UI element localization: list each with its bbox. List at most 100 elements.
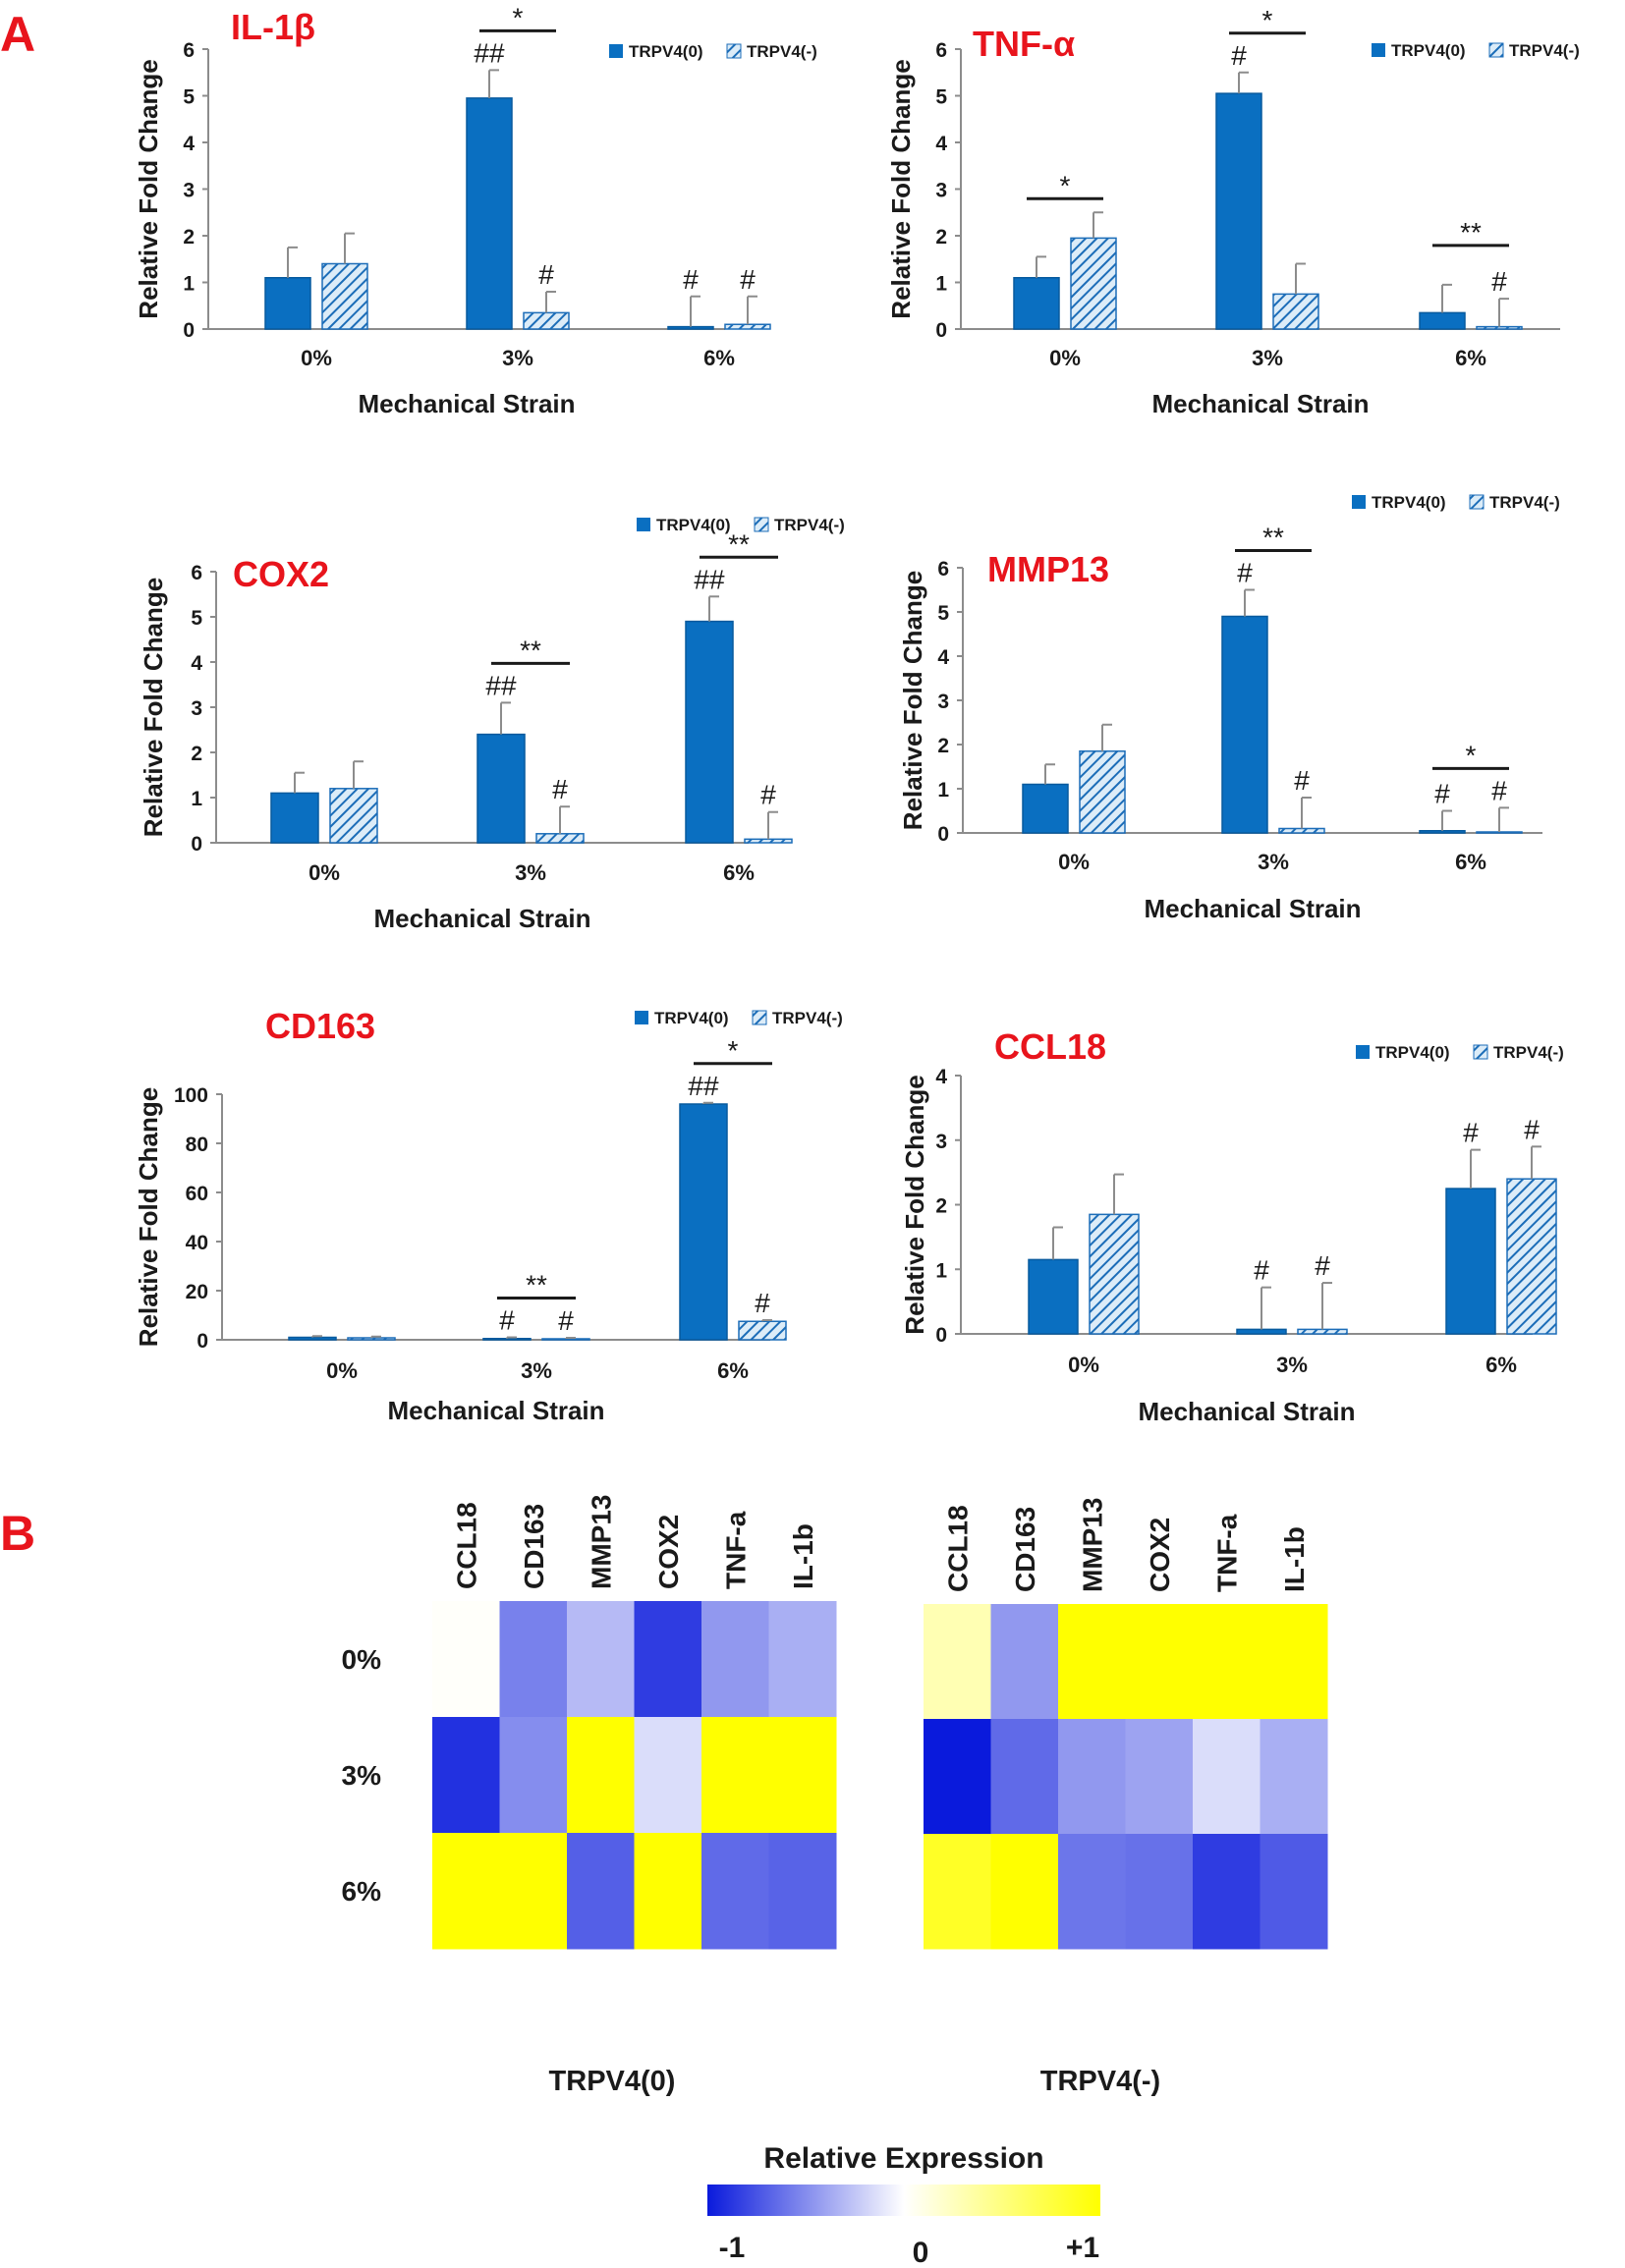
significance-mark: # xyxy=(683,264,699,295)
significance-mark: # xyxy=(1491,266,1507,297)
significance-mark: # xyxy=(499,1305,515,1336)
y-tick-label: 1 xyxy=(191,788,202,810)
x-tick-label: 0% xyxy=(1049,346,1081,370)
bar-TRPV4- xyxy=(738,1320,787,1341)
y-axis-title: Relative Fold Change xyxy=(886,59,916,318)
x-axis-title: Mechanical Strain xyxy=(387,1396,604,1425)
heatmap-cell xyxy=(768,1717,837,1834)
colorbar-gradient xyxy=(707,2185,1100,2216)
bar-TRPV40 xyxy=(667,325,714,330)
chart-title: COX2 xyxy=(233,554,329,594)
legend-label-trpv4-0: TRPV4(0) xyxy=(654,1009,729,1027)
heatmap-cell xyxy=(1260,1604,1328,1720)
y-tick-label: 5 xyxy=(191,607,202,630)
heatmap-row-label: 0% xyxy=(342,1644,382,1675)
bar-TRPV4- xyxy=(1089,1213,1140,1335)
legend-swatch-trpv4-neg xyxy=(752,1010,767,1025)
heatmap-2: CCL18 CD163 MMP13 COX2 TNF-a IL-1b TRPV4(-) xyxy=(924,1498,1328,2097)
heatmap-cell xyxy=(499,1601,568,1718)
y-axis-title: Relative Fold Change xyxy=(898,571,927,830)
x-axis-title: Mechanical Strain xyxy=(1138,1397,1355,1426)
bar-TRPV40 xyxy=(264,277,311,330)
y-tick-label: 6 xyxy=(191,562,202,584)
y-tick-label: 0 xyxy=(191,833,202,856)
y-axis-title: Relative Fold Change xyxy=(139,578,168,837)
legend-label-trpv4-neg: TRPV4(-) xyxy=(747,42,817,61)
heatmap-cell xyxy=(1260,1719,1328,1835)
bar-TRPV40 xyxy=(679,1103,728,1341)
bar-TRPV4- xyxy=(744,838,793,844)
heatmap-cell xyxy=(924,1719,991,1835)
bracket-mark: * xyxy=(728,1035,739,1066)
heatmap-column-label: MMP13 xyxy=(586,1495,616,1589)
heatmap-cell xyxy=(701,1601,769,1718)
bracket-mark: * xyxy=(1262,5,1273,35)
bar-TRPV4- xyxy=(1070,237,1117,330)
x-tick-label: 0% xyxy=(301,346,332,370)
bar-TRPV4- xyxy=(1506,1178,1557,1335)
x-tick-label: 6% xyxy=(723,860,755,885)
heatmap-row-label: 3% xyxy=(342,1760,382,1791)
heatmap-cell xyxy=(634,1717,702,1834)
bar-TRPV40 xyxy=(685,620,734,844)
significance-mark: # xyxy=(538,259,554,290)
heatmap-cell xyxy=(1193,1604,1261,1720)
heatmap-column-label: CD163 xyxy=(1010,1507,1040,1592)
x-tick-label: 0% xyxy=(1068,1353,1099,1377)
bracket-mark: ** xyxy=(1460,217,1482,248)
heatmap-row-label: 6% xyxy=(342,1876,382,1907)
y-tick-label: 4 xyxy=(935,1066,947,1088)
heatmap-cell xyxy=(432,1717,500,1834)
chart-5: CCL18 0 1 2 3 4 Relative Fold Change 0% 3% 6% Mech… xyxy=(900,1026,1564,1426)
chart-title: TNF-α xyxy=(973,24,1075,64)
y-tick-label: 4 xyxy=(937,646,949,669)
y-tick-label: 40 xyxy=(186,1232,208,1254)
bar-charts: IL-1β 0 1 2 3 4 5 6 Relative Fold Change 0% 3% 6% Me… xyxy=(134,2,1580,1426)
y-tick-label: 2 xyxy=(937,735,949,757)
x-tick-label: 3% xyxy=(1276,1353,1308,1377)
legend-swatch-trpv4-neg xyxy=(1469,494,1485,510)
heatmap-cell xyxy=(567,1601,635,1718)
x-tick-label: 6% xyxy=(717,1358,749,1383)
heatmap-cell xyxy=(567,1833,635,1950)
y-tick-label: 2 xyxy=(183,226,195,249)
heatmap-cell xyxy=(701,1717,769,1834)
y-tick-label: 2 xyxy=(191,743,202,765)
significance-mark: # xyxy=(1315,1250,1330,1281)
legend-swatch-trpv4-neg xyxy=(726,43,742,59)
bracket-mark: * xyxy=(513,2,524,32)
heatmap-cell xyxy=(990,1604,1059,1720)
bar-TRPV4- xyxy=(523,311,570,330)
bar-TRPV40 xyxy=(1028,1258,1079,1335)
chart-title: IL-1β xyxy=(231,7,315,47)
legend-swatch-trpv4-0 xyxy=(1352,495,1366,509)
x-tick-label: 6% xyxy=(1485,1353,1517,1377)
x-axis-title: Mechanical Strain xyxy=(1144,894,1361,923)
heatmap-column-label: CCL18 xyxy=(451,1502,481,1589)
heatmap-cell xyxy=(1058,1719,1126,1835)
heatmap-cell xyxy=(499,1717,568,1834)
significance-mark: ## xyxy=(688,1071,719,1101)
panel-label-a: A xyxy=(0,7,35,62)
x-tick-label: 0% xyxy=(1058,850,1090,874)
heatmap-cell xyxy=(634,1601,702,1718)
chart-4: CD163 0 20 40 60 80 100 Relative Fold Change 0% 3… xyxy=(134,1006,843,1425)
heatmap-cell xyxy=(768,1601,837,1718)
legend-label-trpv4-0: TRPV4(0) xyxy=(656,516,731,534)
heatmap-cell xyxy=(432,1601,500,1718)
bar-TRPV40 xyxy=(1221,615,1268,834)
heatmap-cell xyxy=(1125,1719,1194,1835)
bar-TRPV4- xyxy=(329,788,378,844)
y-tick-label: 4 xyxy=(183,133,195,155)
colorbar-tick-min: -1 xyxy=(719,2232,746,2264)
chart-title: MMP13 xyxy=(987,549,1109,589)
y-axis-title: Relative Fold Change xyxy=(134,1087,163,1347)
significance-mark: # xyxy=(1524,1114,1540,1144)
heatmap-cell xyxy=(567,1717,635,1834)
chart-title: CD163 xyxy=(265,1006,375,1046)
heatmap-column-label: TNF-a xyxy=(720,1511,751,1589)
significance-mark: # xyxy=(760,780,776,810)
legend-swatch-trpv4-neg xyxy=(1488,42,1504,58)
y-tick-label: 2 xyxy=(935,1195,947,1218)
heatmap-cell xyxy=(1125,1834,1194,1950)
